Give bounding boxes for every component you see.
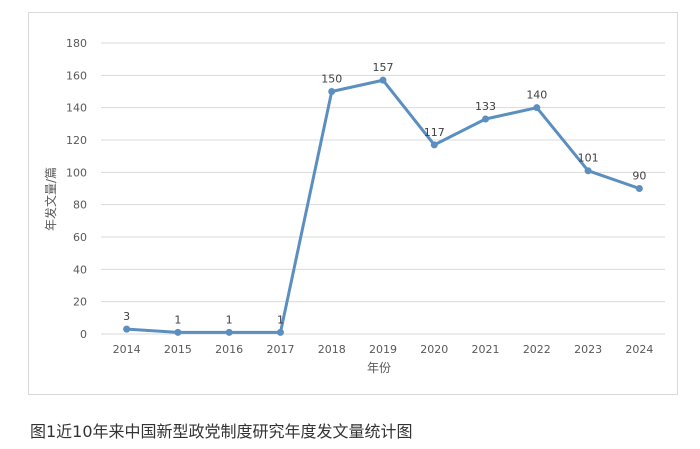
x-tick-labels: 2014 2015 2016 2017 2018 2019 2020 2021 2022 2023… — [113, 343, 654, 356]
data-point — [635, 185, 643, 192]
x-tick-label: 2018 — [318, 343, 346, 356]
data-label: 1 — [277, 313, 284, 326]
figure-caption: 图1近10年来中国新型政党制度研究年度发文量统计图 — [30, 422, 413, 441]
x-tick-label: 2014 — [113, 343, 141, 356]
data-label: 133 — [475, 100, 496, 113]
data-label: 1 — [226, 313, 233, 326]
y-tick-label: 80 — [73, 199, 87, 212]
x-tick-label: 2021 — [472, 343, 500, 356]
x-tick-label: 2023 — [574, 343, 602, 356]
data-point — [328, 88, 336, 95]
x-tick-label: 2016 — [215, 343, 243, 356]
x-tick-label: 2020 — [420, 343, 448, 356]
data-point — [174, 328, 182, 336]
data-point — [584, 167, 592, 175]
data-point — [276, 328, 284, 336]
data-labels: 3 1 1 1 150 157 117 133 140 101 90 — [123, 61, 646, 326]
data-label: 101 — [578, 152, 599, 165]
y-axis-title: 年发文量/篇 — [43, 167, 58, 231]
data-point — [379, 76, 387, 84]
series-line — [126, 78, 640, 334]
y-tick-label: 0 — [80, 328, 87, 341]
data-label: 150 — [321, 73, 342, 86]
data-point — [533, 104, 541, 112]
y-tick-label: 160 — [66, 69, 87, 82]
data-label: 157 — [373, 61, 394, 74]
data-point — [482, 115, 490, 123]
data-label: 1 — [174, 313, 181, 326]
y-tick-label: 20 — [73, 296, 87, 309]
y-tick-label: 60 — [73, 231, 87, 244]
y-tick-label: 120 — [66, 134, 87, 147]
series-line-path — [126, 78, 640, 334]
x-tick-label: 2022 — [523, 343, 551, 356]
y-tick-label: 140 — [66, 102, 87, 115]
data-point — [225, 328, 233, 336]
x-tick-label: 2017 — [266, 343, 294, 356]
data-point — [430, 141, 438, 149]
data-label: 140 — [526, 89, 547, 102]
chart-frame: 0 20 40 60 80 100 120 140 160 180 2014 2015 2016 201… — [28, 12, 678, 395]
gridlines — [101, 42, 665, 335]
y-tick-labels: 0 20 40 60 80 100 120 140 160 180 — [66, 37, 87, 341]
y-tick-label: 180 — [66, 37, 87, 50]
data-point — [123, 325, 131, 333]
data-label: 90 — [632, 170, 646, 183]
x-axis-title: 年份 — [367, 361, 391, 375]
x-tick-label: 2015 — [164, 343, 192, 356]
y-tick-label: 40 — [73, 263, 87, 276]
y-tick-label: 100 — [66, 166, 87, 179]
data-label: 3 — [123, 310, 130, 323]
x-tick-label: 2019 — [369, 343, 397, 356]
data-label: 117 — [424, 126, 445, 139]
data-points — [123, 76, 643, 336]
x-tick-label: 2024 — [625, 343, 653, 356]
